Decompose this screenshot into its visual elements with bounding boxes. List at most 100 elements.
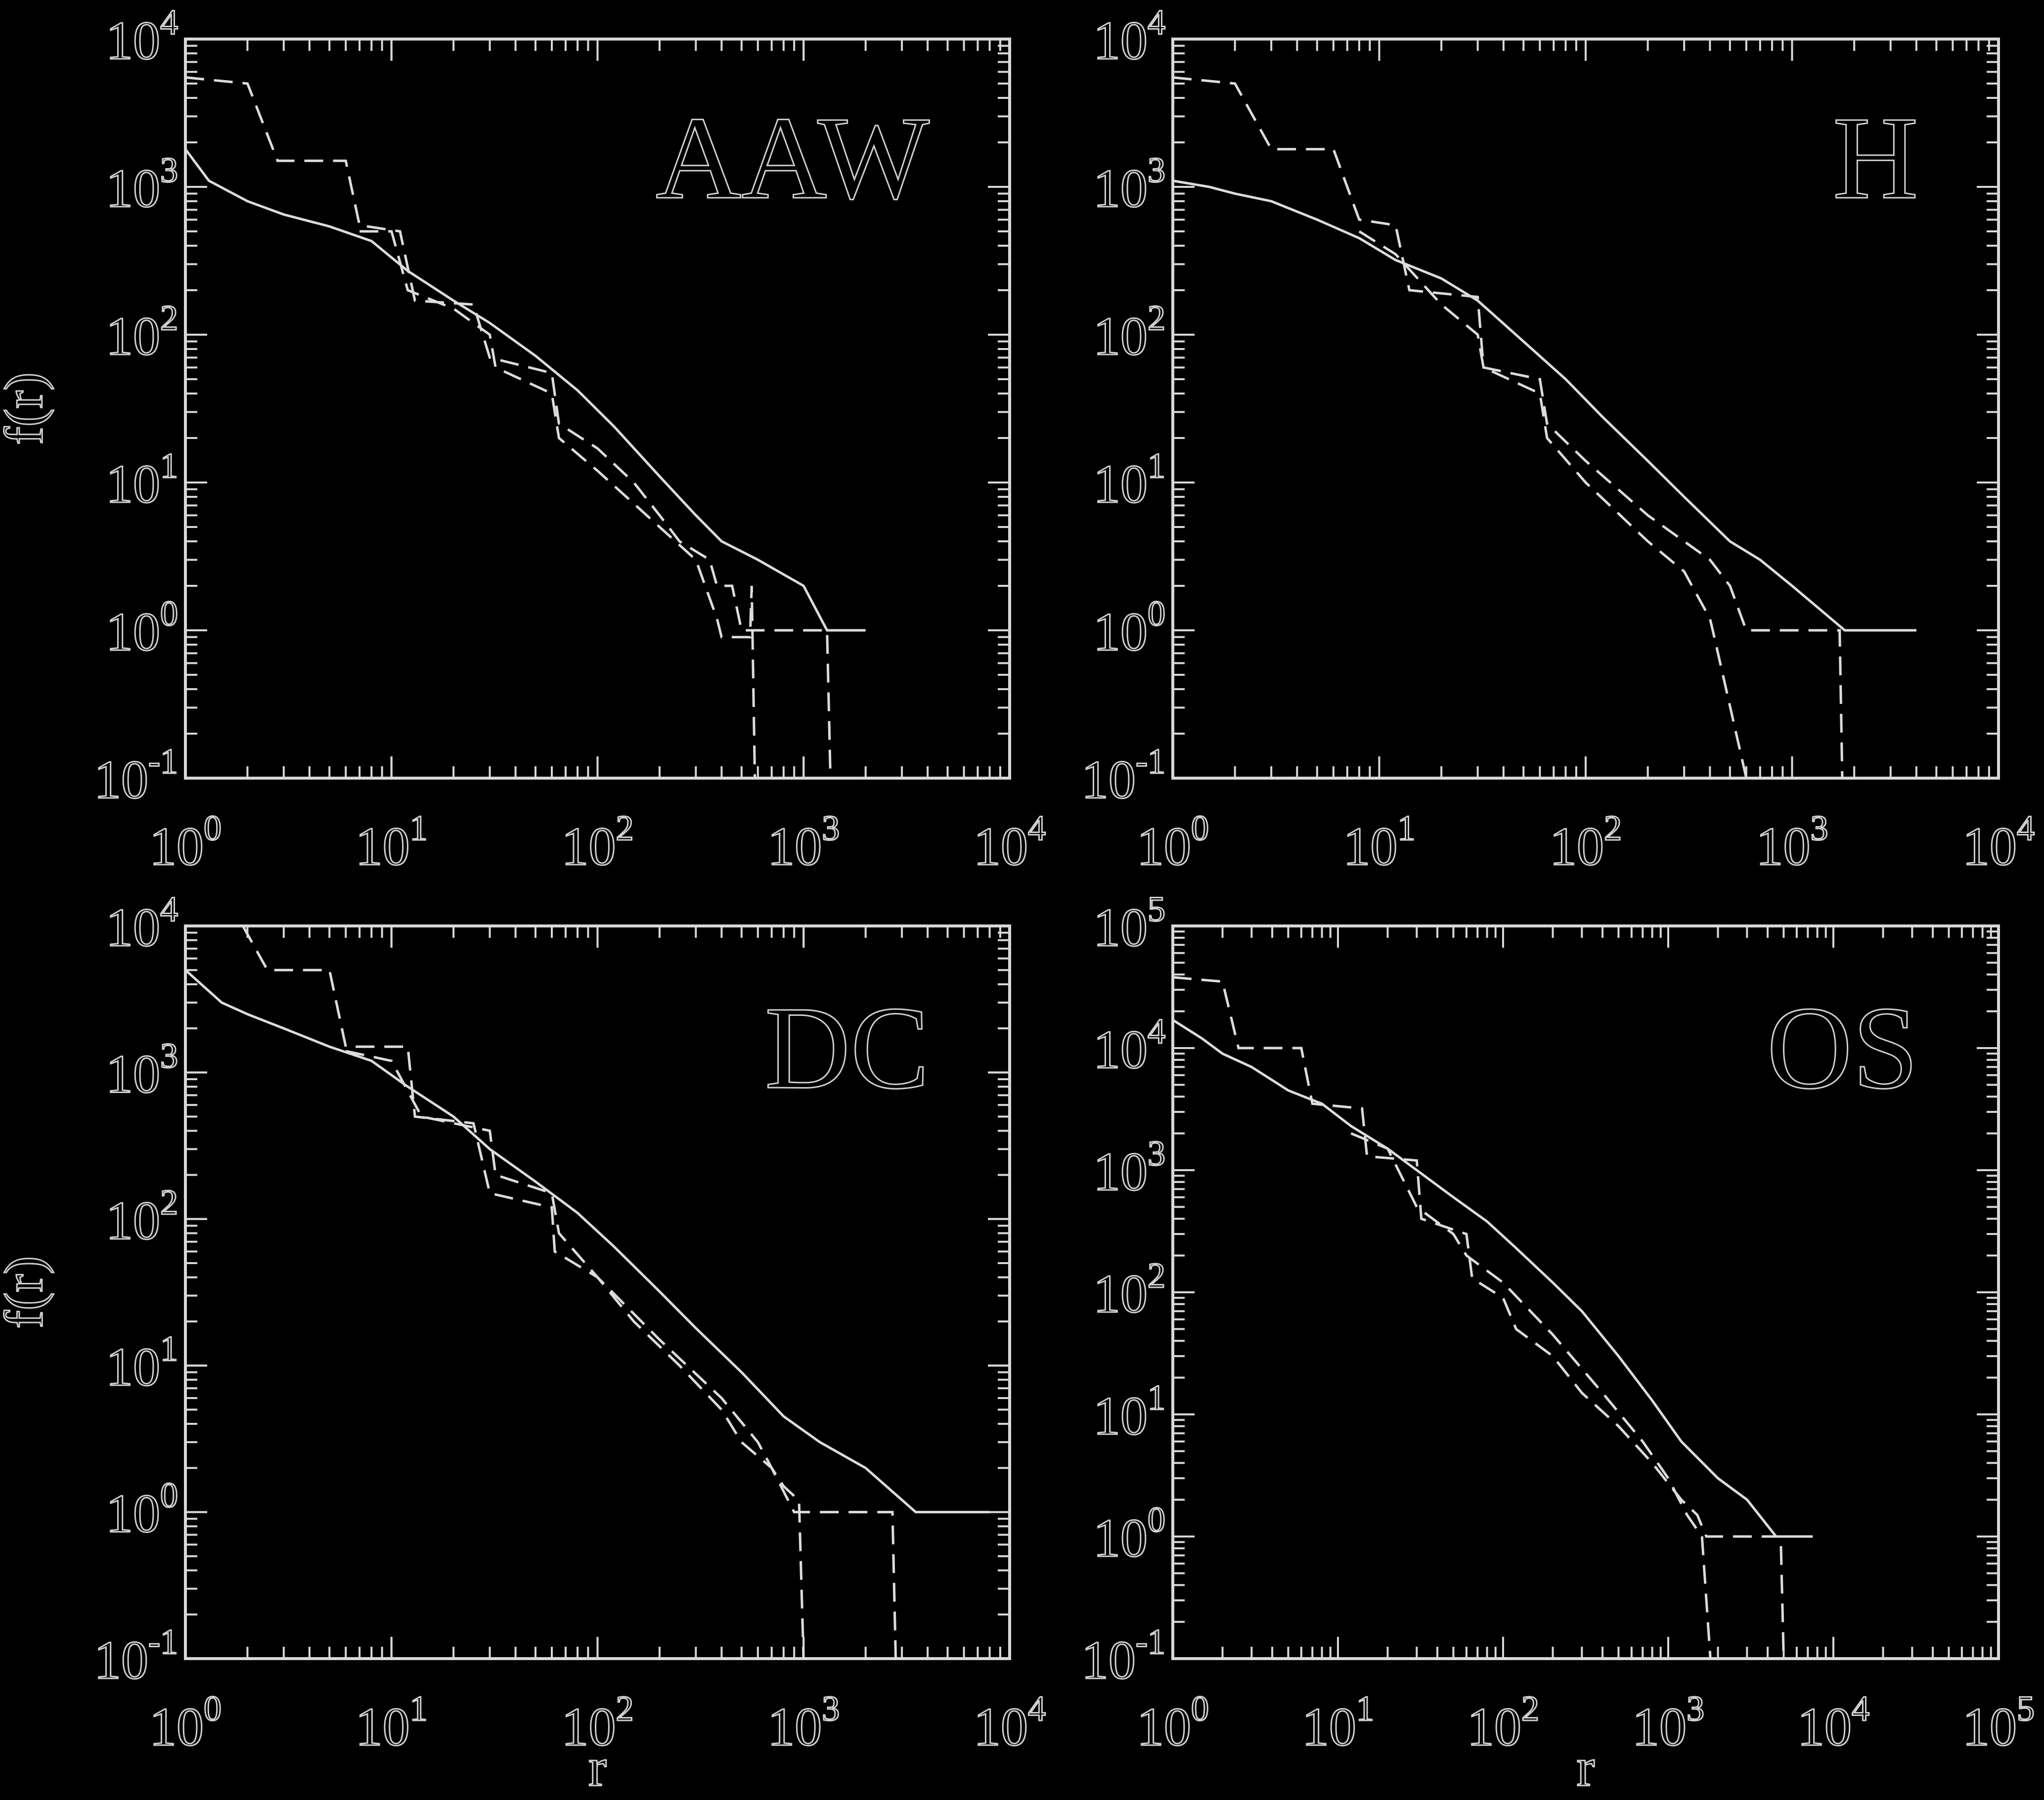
x-tick-label: 100 (1137, 1689, 1209, 1757)
panel-title: H (1833, 92, 1918, 223)
x-tick-label-exponent: 2 (1604, 808, 1622, 848)
series-dashed-2 (1350, 1132, 1712, 1659)
x-tick-label-exponent: 3 (822, 1689, 840, 1728)
y-tick-label: 101 (1093, 446, 1165, 514)
chart-panel-os: 100 101 102 103 104 10510-1100101102103104105… (1081, 889, 2036, 1799)
y-tick-label-exponent: 1 (160, 446, 178, 485)
y-tick-label: 101 (106, 446, 178, 514)
x-tick-label-exponent: 3 (1687, 1689, 1704, 1728)
y-axis-label: f(r) (0, 1256, 54, 1329)
x-tick-label-exponent: 1 (1356, 1689, 1374, 1728)
x-tick-label: 104 (974, 808, 1046, 877)
y-tick-label-base: 10 (106, 10, 160, 71)
y-tick-label: 103 (1093, 150, 1165, 219)
y-tick-label-exponent: 3 (160, 150, 178, 190)
x-tick-label-base: 10 (149, 1697, 204, 1757)
x-tick-label-base: 10 (355, 1697, 410, 1757)
y-tick-label-exponent: -1 (1136, 742, 1165, 781)
x-tick-label-exponent: 2 (616, 1689, 634, 1728)
x-tick-label-base: 10 (974, 1697, 1028, 1757)
x-tick-label-exponent: 0 (1191, 808, 1209, 848)
x-tick-label: 102 (1467, 1689, 1539, 1757)
x-tick-label-exponent: 1 (410, 808, 428, 848)
x-tick-label-exponent: 2 (616, 808, 634, 848)
y-tick-label: 104 (1093, 1011, 1165, 1080)
x-tick-label-exponent: 3 (822, 808, 840, 848)
x-tick-label-base: 10 (1137, 816, 1191, 877)
y-tick-label-base: 10 (1093, 1141, 1148, 1202)
y-tick-label: 10-1 (94, 1622, 178, 1690)
x-tick-label: 103 (1756, 808, 1828, 877)
y-tick-label: 100 (106, 1476, 178, 1544)
y-tick-label: 103 (1093, 1134, 1165, 1202)
y-tick-label: 101 (1093, 1378, 1165, 1446)
x-tick-label: 100 (149, 808, 222, 877)
x-tick-label: 101 (355, 808, 428, 877)
y-tick-label-exponent: 5 (1148, 889, 1165, 929)
x-tick-label: 100 (149, 1689, 222, 1757)
y-tick-label-exponent: 0 (1148, 1500, 1165, 1539)
y-tick-label-exponent: 1 (1148, 446, 1165, 485)
y-tick-label-exponent: -1 (148, 1622, 178, 1662)
y-tick-label: 100 (1093, 1500, 1165, 1568)
x-tick-label-base: 10 (1962, 816, 2017, 877)
x-tick-label-exponent: 5 (2017, 1689, 2035, 1728)
y-tick-label-exponent: 1 (1148, 1378, 1165, 1417)
x-tick-label-exponent: 1 (1398, 808, 1416, 848)
series-dashed-1 (1172, 976, 1785, 1659)
x-tick-label-base: 10 (1756, 816, 1811, 877)
y-tick-label-exponent: 4 (1148, 2, 1165, 42)
x-tick-label-base: 10 (1962, 1697, 2017, 1757)
x-tick-label-exponent: 4 (1028, 808, 1046, 848)
x-tick-label-exponent: 4 (1852, 1689, 1869, 1728)
series-dashed-2 (345, 1050, 805, 1659)
panel-title: DC (765, 982, 930, 1113)
y-tick-label: 104 (1093, 2, 1165, 71)
y-tick-label-base: 10 (106, 454, 160, 514)
y-tick-label-base: 10 (1081, 749, 1136, 810)
x-tick-label: 104 (1962, 808, 2035, 877)
x-tick-label-base: 10 (562, 1697, 616, 1757)
y-tick-label-base: 10 (106, 158, 160, 219)
series-dashed-1 (185, 76, 832, 779)
series-solid-0 (1172, 1018, 1813, 1538)
x-tick-label: 103 (1632, 1689, 1704, 1757)
y-tick-label-base: 10 (1093, 454, 1148, 514)
panel-title: AAW (656, 92, 930, 223)
y-tick-label: 102 (1093, 1256, 1165, 1324)
x-tick-label-base: 10 (767, 1697, 822, 1757)
y-tick-label: 10-1 (1081, 742, 1165, 810)
series-dashed-2 (359, 230, 756, 779)
x-tick-label-base: 10 (1797, 1697, 1852, 1757)
x-tick-label-base: 10 (355, 816, 410, 877)
y-tick-label-base: 10 (106, 1337, 160, 1397)
x-axis-label: r (588, 1737, 607, 1798)
y-tick-label-base: 10 (1081, 1630, 1136, 1690)
y-tick-label-exponent: 2 (1148, 298, 1165, 338)
y-tick-label: 10-1 (94, 742, 178, 810)
x-tick-label-exponent: 0 (204, 808, 222, 848)
y-tick-label-base: 10 (94, 1630, 148, 1690)
x-tick-label-base: 10 (1137, 1697, 1191, 1757)
y-tick-label: 100 (1093, 594, 1165, 662)
y-tick-label-base: 10 (106, 1044, 160, 1104)
panel-title: OS (1767, 982, 1918, 1113)
x-tick-label: 104 (974, 1689, 1046, 1757)
y-tick-label-base: 10 (106, 897, 160, 958)
x-tick-label-exponent: 2 (1521, 1689, 1539, 1728)
y-tick-label-exponent: 4 (160, 889, 178, 929)
x-tick-label-exponent: 4 (2017, 808, 2035, 848)
x-tick-label-exponent: 1 (410, 1689, 428, 1728)
y-tick-label: 103 (106, 150, 178, 219)
series-dashed-2 (1358, 230, 1748, 779)
x-tick-label-base: 10 (1550, 816, 1604, 877)
y-tick-label-base: 10 (106, 1190, 160, 1251)
x-tick-label-base: 10 (767, 816, 822, 877)
x-tick-label: 104 (1797, 1689, 1869, 1757)
x-tick-label: 102 (562, 808, 634, 877)
y-tick-label-base: 10 (1093, 306, 1148, 366)
y-tick-label-base: 10 (1093, 158, 1148, 219)
y-tick-label-base: 10 (1093, 1386, 1148, 1446)
